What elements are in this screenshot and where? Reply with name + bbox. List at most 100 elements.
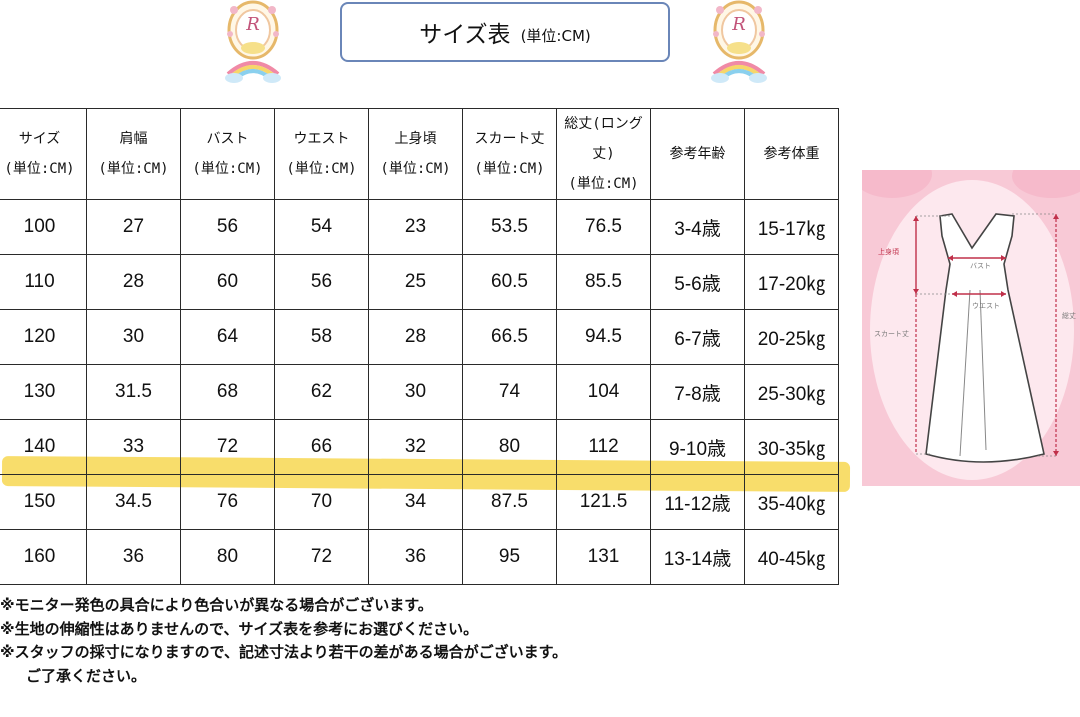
table-cell: 100	[0, 199, 87, 255]
table-cell: 68	[180, 364, 275, 420]
table-cell: 60	[180, 254, 275, 310]
table-cell: 131	[556, 529, 651, 585]
table-row: 150 34.5 76 70 34 87.5 121.5 11-12歳 35-40㎏	[0, 474, 839, 530]
table-cell: 31.5	[86, 364, 181, 420]
column-header-unit: (単位:CM)	[568, 176, 639, 192]
column-header: スカート丈 (単位:CM)	[462, 108, 557, 200]
table-cell: 76	[180, 474, 275, 530]
table-cell: 27	[86, 199, 181, 255]
table-cell: 64	[180, 309, 275, 365]
table-cell: 53.5	[462, 199, 557, 255]
table-cell: 150	[0, 474, 87, 530]
column-header-label: 参考年齢	[669, 146, 726, 162]
logo-letter: R	[731, 14, 746, 35]
column-header: 参考体重	[744, 108, 839, 200]
column-header-label: スカート丈	[474, 131, 545, 147]
table-cell: 160	[0, 529, 87, 585]
column-header-label: 総丈(ロング丈)	[564, 116, 643, 162]
table-cell: 87.5	[462, 474, 557, 530]
table-cell: 66.5	[462, 309, 557, 365]
table-cell: 34	[368, 474, 463, 530]
table-cell: 25	[368, 254, 463, 310]
table-cell: 30	[86, 309, 181, 365]
table-cell: 104	[556, 364, 651, 420]
table-cell: 70	[274, 474, 369, 530]
dress-measurement-diagram: 上身頃 バスト ウエスト スカート丈 総丈	[862, 170, 1080, 486]
table-cell: 11-12歳	[650, 474, 745, 530]
column-header: サイズ (単位:CM)	[0, 108, 87, 200]
table-cell: 112	[556, 419, 651, 475]
column-header-unit: (単位:CM)	[380, 161, 451, 177]
column-header: 上身頃 (単位:CM)	[368, 108, 463, 200]
table-cell: 130	[0, 364, 87, 420]
table-cell: 62	[274, 364, 369, 420]
table-cell: 34.5	[86, 474, 181, 530]
table-row: 130 31.5 68 62 30 74 104 7-8歳 25-30㎏	[0, 364, 839, 420]
table-cell: 94.5	[556, 309, 651, 365]
table-cell: 35-40㎏	[744, 474, 839, 530]
column-header-label: サイズ	[18, 131, 61, 147]
size-chart-unit: (単位:CM)	[520, 26, 591, 45]
column-header-label: 肩幅	[119, 131, 148, 147]
table-header-row: サイズ (単位:CM) 肩幅 (単位:CM) バスト (単位:CM) ウエスト (単位:CM)…	[0, 108, 839, 200]
column-header-label: バスト	[206, 131, 249, 147]
table-cell: 56	[180, 199, 275, 255]
note-line: ※モニター発色の具合により色合いが異なる場合がございます。	[0, 596, 433, 614]
column-header: ウエスト (単位:CM)	[274, 108, 369, 200]
label-skirt: スカート丈	[874, 329, 909, 338]
table-cell: 32	[368, 419, 463, 475]
size-chart-title: サイズ表	[419, 22, 511, 48]
column-header-unit: (単位:CM)	[474, 161, 545, 177]
table-cell: 121.5	[556, 474, 651, 530]
column-header-unit: (単位:CM)	[4, 161, 75, 177]
column-header-label: 参考体重	[763, 146, 820, 162]
table-cell: 36	[368, 529, 463, 585]
table-cell: 15-17㎏	[744, 199, 839, 255]
table-cell: 66	[274, 419, 369, 475]
brand-logo-right: R	[711, 0, 767, 83]
table-cell: 28	[86, 254, 181, 310]
table-cell: 7-8歳	[650, 364, 745, 420]
table-cell: 30-35㎏	[744, 419, 839, 475]
table-cell: 56	[274, 254, 369, 310]
table-cell: 54	[274, 199, 369, 255]
table-cell: 9-10歳	[650, 419, 745, 475]
column-header-unit: (単位:CM)	[286, 161, 357, 177]
table-cell: 140	[0, 419, 87, 475]
table-cell: 20-25㎏	[744, 309, 839, 365]
table-cell: 13-14歳	[650, 529, 745, 585]
table-row: 110 28 60 56 25 60.5 85.5 5-6歳 17-20㎏	[0, 254, 839, 310]
column-header: バスト (単位:CM)	[180, 108, 275, 200]
table-cell: 58	[274, 309, 369, 365]
column-header-unit: (単位:CM)	[192, 161, 263, 177]
table-body: 100 27 56 54 23 53.5 76.5 3-4歳 15-17㎏ 110 28 60 56 25…	[0, 199, 839, 585]
table-cell: 3-4歳	[650, 199, 745, 255]
label-total: 総丈	[1062, 311, 1076, 320]
brand-logo-left: R	[225, 0, 281, 83]
size-table: サイズ (単位:CM) 肩幅 (単位:CM) バスト (単位:CM) ウエスト (単位:CM)…	[0, 108, 839, 585]
table-cell: 72	[274, 529, 369, 585]
table-cell: 6-7歳	[650, 309, 745, 365]
table-cell: 80	[462, 419, 557, 475]
table-cell: 23	[368, 199, 463, 255]
table-cell: 36	[86, 529, 181, 585]
logo-letter: R	[245, 14, 260, 35]
note-line: ご了承ください。	[26, 666, 147, 685]
table-cell: 85.5	[556, 254, 651, 310]
table-row: 100 27 56 54 23 53.5 76.5 3-4歳 15-17㎏	[0, 199, 839, 255]
table-row: 120 30 64 58 28 66.5 94.5 6-7歳 20-25㎏	[0, 309, 839, 365]
note-line: ※生地の伸縮性はありませんので、サイズ表を参考にお選びください。	[0, 619, 479, 638]
table-cell: 60.5	[462, 254, 557, 310]
size-chart-title-box: サイズ表 (単位:CM)	[340, 2, 670, 62]
column-header-label: 上身頃	[394, 131, 437, 147]
label-waist: ウエスト	[972, 302, 1000, 310]
column-header-label: ウエスト	[293, 131, 350, 147]
table-cell: 95	[462, 529, 557, 585]
table-cell: 80	[180, 529, 275, 585]
table-cell: 120	[0, 309, 87, 365]
table-cell: 17-20㎏	[744, 254, 839, 310]
table-cell: 72	[180, 419, 275, 475]
table-cell: 76.5	[556, 199, 651, 255]
table-row: 140 33 72 66 32 80 112 9-10歳 30-35㎏	[0, 419, 839, 475]
table-cell: 74	[462, 364, 557, 420]
